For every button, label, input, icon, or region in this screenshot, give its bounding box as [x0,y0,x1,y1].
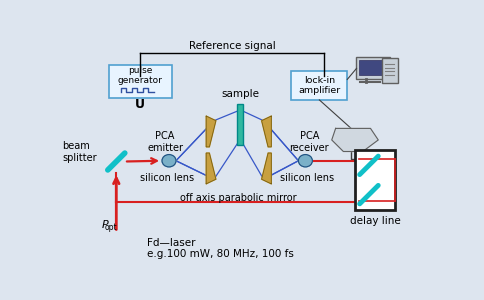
Text: P: P [102,220,109,230]
Text: delay line: delay line [350,216,401,226]
Polygon shape [262,153,272,184]
FancyBboxPatch shape [382,58,398,83]
Text: Fd—laser
e.g.100 mW, 80 MHz, 100 fs: Fd—laser e.g.100 mW, 80 MHz, 100 fs [147,238,294,259]
Text: lock-in
amplifier: lock-in amplifier [298,76,340,95]
Text: PCA
emitter: PCA emitter [147,131,183,153]
Text: pulse
generator: pulse generator [118,66,163,85]
Text: silicon lens: silicon lens [140,173,195,183]
Polygon shape [332,128,378,152]
Bar [237,104,243,145]
Text: U: U [136,98,145,111]
Text: opt: opt [105,223,117,232]
FancyBboxPatch shape [356,57,390,80]
FancyBboxPatch shape [359,60,384,75]
Polygon shape [206,116,216,147]
Polygon shape [206,153,216,184]
FancyBboxPatch shape [108,65,172,98]
FancyBboxPatch shape [291,70,347,100]
Ellipse shape [299,154,312,167]
Text: Reference signal: Reference signal [189,40,276,51]
Text: sample: sample [221,89,259,99]
Text: PCA
receiver: PCA receiver [289,131,329,153]
Polygon shape [262,116,272,147]
Text: silicon lens: silicon lens [280,173,334,183]
Ellipse shape [162,154,176,167]
Text: off axis parabolic mirror: off axis parabolic mirror [181,193,297,203]
Bar [355,150,395,210]
Text: beam
splitter: beam splitter [62,142,97,163]
